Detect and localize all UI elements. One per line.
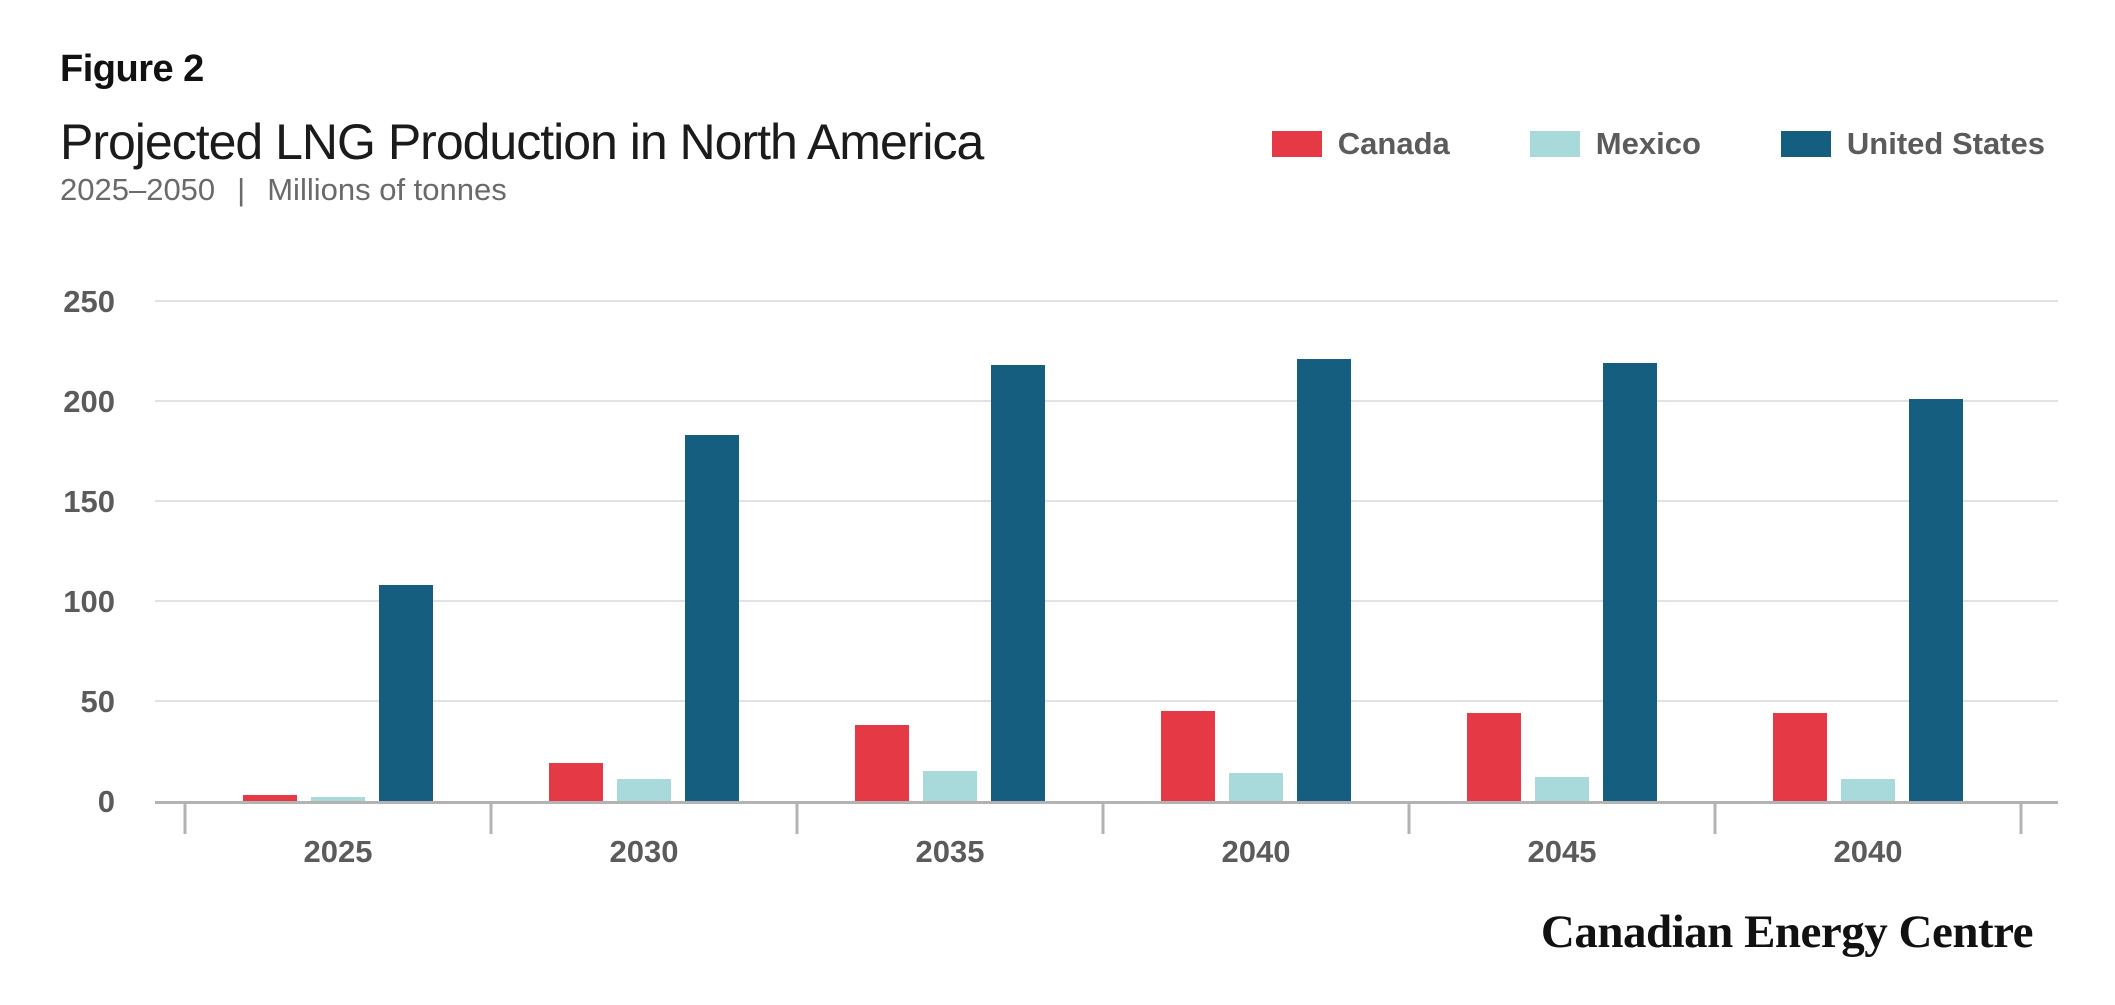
bar-united-states	[1909, 399, 1963, 801]
bar-mexico	[617, 779, 671, 801]
bar-mexico	[311, 797, 365, 801]
bar-canada	[1161, 711, 1215, 801]
bar-canada	[855, 725, 909, 801]
chart-title: Projected LNG Production in North Americ…	[60, 114, 984, 170]
chart-legend: Canada Mexico United States	[1271, 126, 2045, 162]
legend-item-united-states: United States	[1780, 126, 2045, 162]
bar-mexico	[1841, 779, 1895, 801]
x-tick-label: 2040	[1222, 834, 1291, 869]
x-tick-label: 2045	[1528, 834, 1597, 869]
legend-label-united-states: United States	[1846, 126, 2045, 161]
y-tick-label: 0	[98, 784, 115, 819]
bar-canada	[1467, 713, 1521, 801]
bar-united-states	[1603, 363, 1657, 801]
bar-united-states	[1297, 359, 1351, 801]
subtitle-separator: |	[237, 172, 246, 207]
bar-mexico	[1229, 773, 1283, 801]
y-tick-label: 150	[63, 484, 115, 519]
legend-item-mexico: Mexico	[1529, 126, 1701, 162]
bar-canada	[243, 795, 297, 801]
bar-mexico	[923, 771, 977, 801]
y-tick-label: 50	[81, 684, 115, 719]
subtitle-unit: Millions of tonnes	[267, 172, 507, 207]
bar-united-states	[379, 585, 433, 801]
legend-swatch-united-states	[1780, 131, 1831, 157]
brand-logo: Canadian Energy Centre	[1540, 906, 2034, 958]
x-tick-label: 2035	[916, 834, 985, 869]
legend-label-mexico: Mexico	[1595, 126, 1701, 161]
bar-canada	[549, 763, 603, 801]
chart-subtitle: 2025–2050 | Millions of tonnes	[60, 172, 507, 208]
x-tick-label: 2040	[1834, 834, 1903, 869]
x-tick-label: 2030	[610, 834, 679, 869]
bar-mexico	[1535, 777, 1589, 801]
y-tick-label: 100	[63, 584, 115, 619]
y-tick-label: 250	[63, 284, 115, 319]
subtitle-range: 2025–2050	[60, 172, 216, 207]
legend-swatch-canada	[1271, 131, 1322, 157]
figure-label: Figure 2	[60, 48, 204, 90]
legend-swatch-mexico	[1529, 131, 1580, 157]
legend-item-canada: Canada	[1271, 126, 1450, 162]
bar-united-states	[685, 435, 739, 801]
bar-canada	[1773, 713, 1827, 801]
legend-label-canada: Canada	[1337, 126, 1450, 161]
x-tick-label: 2025	[304, 834, 373, 869]
bar-united-states	[991, 365, 1045, 801]
y-tick-label: 200	[63, 384, 115, 419]
